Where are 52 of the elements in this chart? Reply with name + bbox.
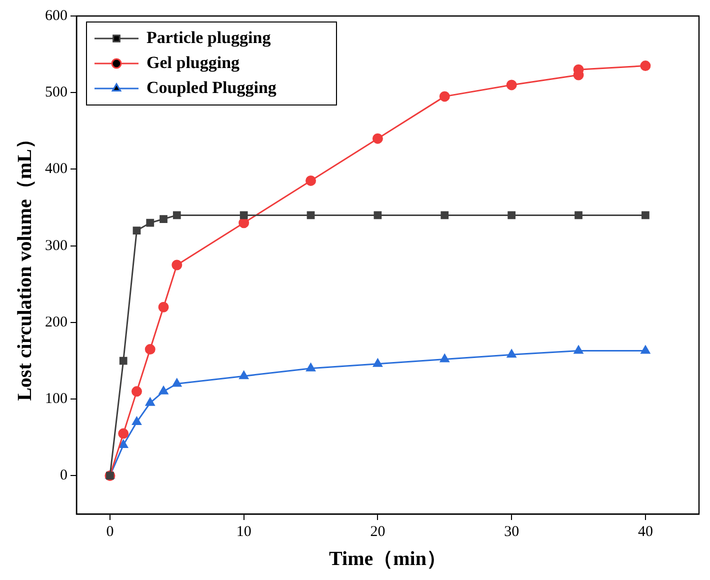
point <box>508 211 516 220</box>
y-tick-label: 200 <box>45 314 68 330</box>
point <box>132 226 141 234</box>
y-tick-label: 400 <box>45 161 68 178</box>
point <box>306 363 316 372</box>
point <box>506 349 516 358</box>
point <box>119 356 128 365</box>
x-tick-label: 10 <box>236 524 252 540</box>
point <box>146 218 154 227</box>
point <box>373 358 382 367</box>
point <box>238 218 250 228</box>
legend-label: Coupled Plugging <box>146 78 277 97</box>
y-tick-label: 500 <box>45 84 68 101</box>
point <box>506 80 517 90</box>
point <box>132 416 142 426</box>
point <box>118 428 129 439</box>
x-tick-label: 20 <box>370 524 386 540</box>
legend-label: Gel plugging <box>146 52 240 72</box>
point <box>574 346 584 354</box>
point <box>372 133 383 144</box>
point <box>144 344 156 355</box>
point <box>574 211 582 220</box>
x-tick-label: 30 <box>504 524 520 540</box>
point <box>145 398 155 406</box>
point <box>172 378 182 387</box>
x-tick-label: 40 <box>638 524 653 540</box>
legend-label: Particle plugging <box>146 28 272 47</box>
point <box>306 211 315 220</box>
point <box>172 260 182 270</box>
point <box>118 440 128 448</box>
point <box>440 211 449 220</box>
point <box>160 215 168 223</box>
y-tick-label: 100 <box>45 391 68 408</box>
y-axis-title: Lost circulation volume（mL） <box>14 129 36 401</box>
x-axis-title: Time（min） <box>329 548 446 570</box>
point <box>158 386 168 394</box>
point <box>374 211 382 220</box>
x-tick-label: 0 <box>106 524 114 540</box>
y-tick-label: 300 <box>45 238 68 254</box>
point <box>439 91 450 102</box>
point <box>640 346 650 354</box>
point <box>306 175 316 186</box>
point <box>131 386 142 397</box>
point <box>172 211 181 220</box>
point <box>158 302 169 312</box>
point <box>239 370 248 380</box>
y-tick-label: 0 <box>60 468 68 484</box>
point <box>440 354 450 362</box>
point <box>240 211 248 220</box>
y-tick-label: 600 <box>45 8 68 24</box>
point <box>642 211 650 220</box>
point <box>640 60 651 72</box>
